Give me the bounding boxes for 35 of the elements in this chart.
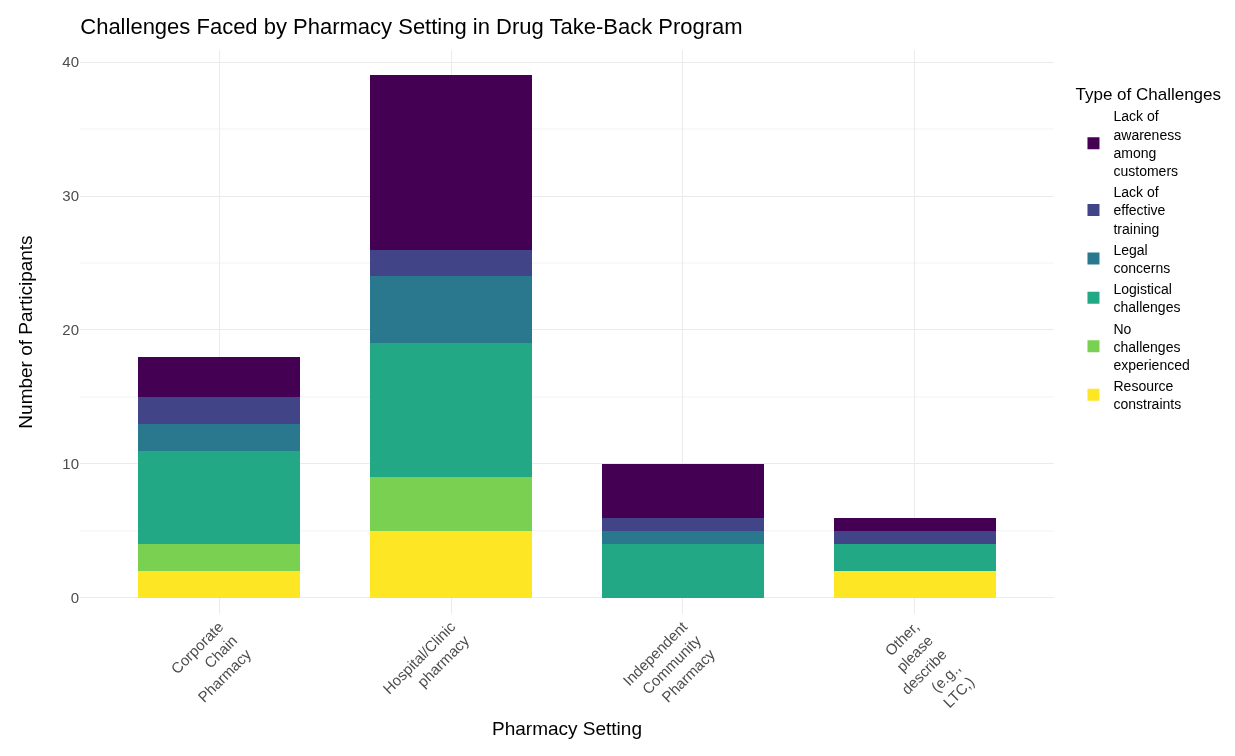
bar: [137, 423, 301, 451]
bar: [137, 396, 301, 424]
bar: [369, 249, 533, 277]
bar: [601, 530, 765, 545]
bar: [137, 356, 301, 397]
y-tick-label: 40: [62, 53, 79, 71]
x-axis-title: Pharmacy Setting: [492, 718, 642, 740]
legend-label: Lack of awareness among customers: [1113, 108, 1182, 179]
bar: [369, 477, 533, 531]
legend-title: Type of Challenges: [1075, 85, 1222, 105]
bar: [833, 544, 997, 572]
y-tick-label: 20: [62, 321, 79, 339]
bar: [137, 544, 301, 572]
legend-label: No challenges experienced: [1113, 320, 1190, 373]
y-tick-label: 30: [62, 187, 79, 205]
bar: [833, 517, 997, 531]
bar: [601, 463, 765, 518]
bar: [369, 75, 533, 250]
legend-label: Lack of effective training: [1113, 184, 1166, 237]
y-axis-title: Number of Participants: [15, 235, 36, 429]
chart-title: Challenges Faced by Pharmacy Setting in Drug Take-Back Program: [80, 14, 743, 40]
bar: [137, 571, 301, 598]
bar: [369, 343, 533, 478]
bar: [137, 450, 301, 545]
legend-label: Logistical challenges: [1113, 281, 1181, 316]
bar: [601, 544, 765, 598]
bar: [601, 517, 765, 531]
y-tick-label: 0: [70, 589, 79, 607]
bar: [369, 530, 533, 598]
bar: [369, 276, 533, 344]
legend-label: Legal concerns: [1113, 241, 1171, 276]
legend-label: Resource constraints: [1113, 378, 1182, 413]
bar: [833, 571, 997, 598]
bar: [833, 530, 997, 545]
y-tick-label: 10: [62, 455, 79, 473]
